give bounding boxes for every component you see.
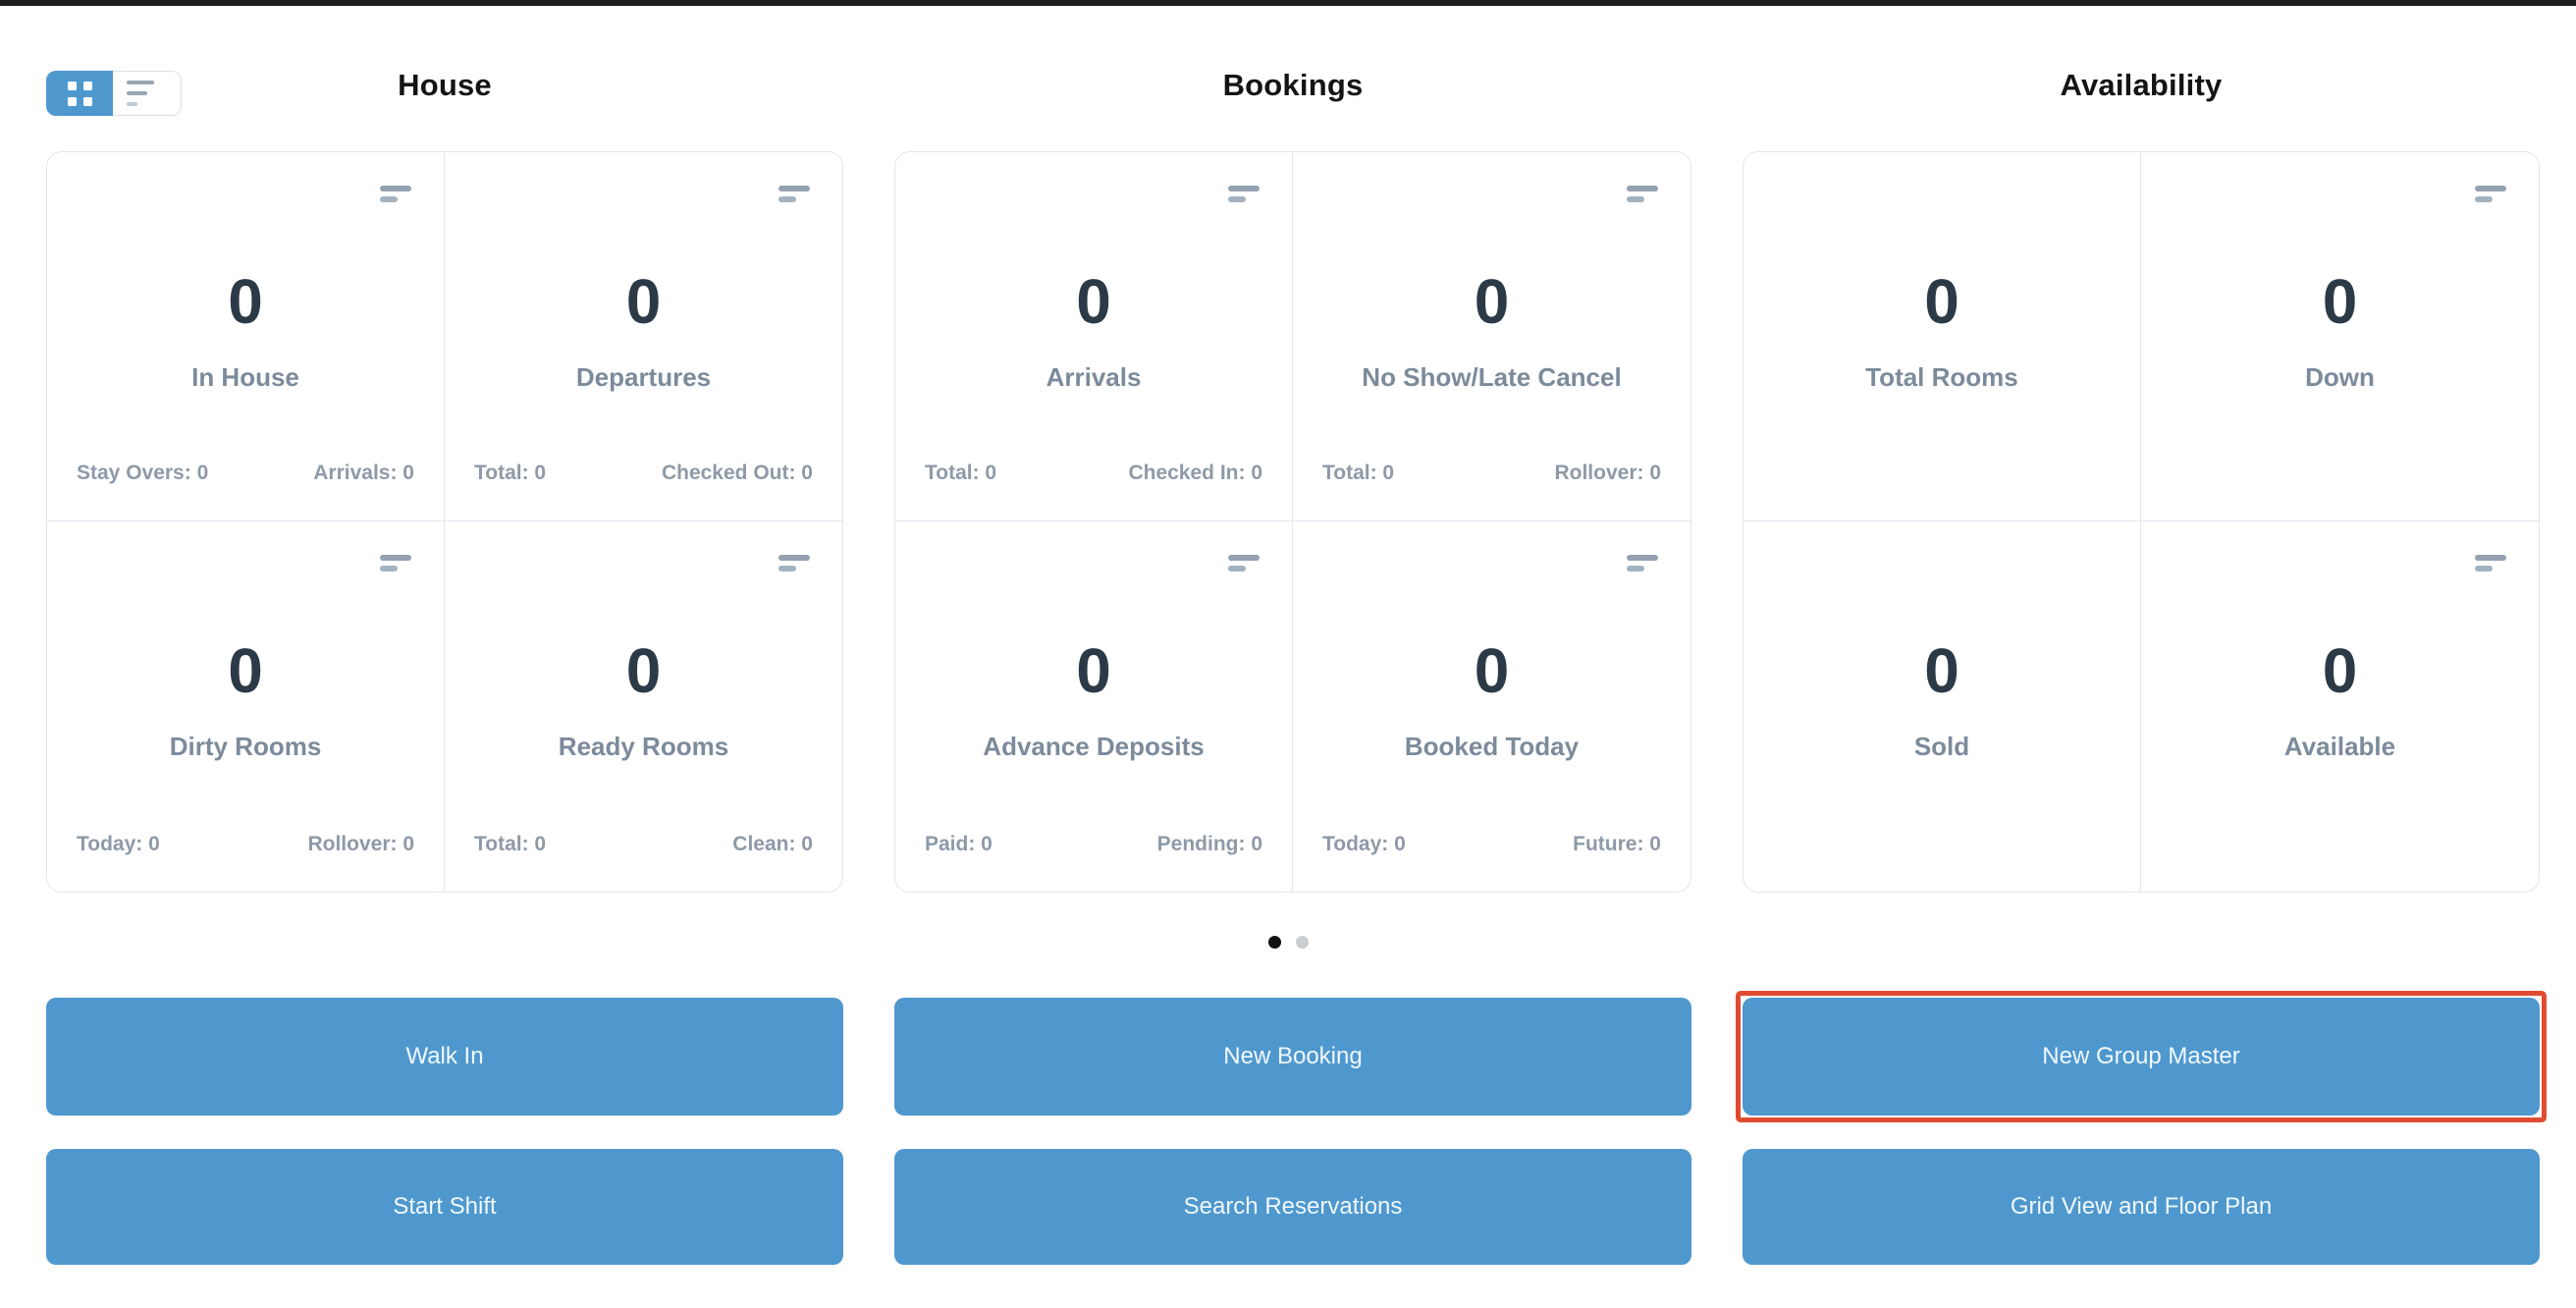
grid-view-icon [67,81,92,106]
card-value: 0 [1474,635,1510,706]
card-label: Dirty Rooms [169,732,322,761]
card-menu-icon[interactable] [1228,186,1260,202]
card-label: Sold [1913,732,1970,761]
section-title-house: House [398,68,492,102]
card-menu-icon[interactable] [778,186,810,202]
card-footer-right: Rollover: 0 [1554,462,1661,484]
card-ready-rooms[interactable]: 0 Ready Rooms Total: 0 Clean: 0 [445,521,842,892]
card-label: No Show/Late Cancel [1362,362,1622,392]
card-menu-icon[interactable] [2475,186,2506,202]
card-footer-left: Total: 0 [474,462,547,484]
carousel-dots [0,936,2576,949]
card-arrivals[interactable]: 0 Arrivals Total: 0 Checked In: 0 [895,152,1293,521]
carousel-dot-1[interactable] [1267,936,1281,949]
section-titles: House Bookings Availability [0,67,2576,104]
card-footer-left: Paid: 0 [925,833,993,855]
search-reservations-button[interactable]: Search Reservations [894,1149,1691,1265]
grid-view-floor-plan-button[interactable]: Grid View and Floor Plan [1743,1149,2540,1265]
section-title-availability: Availability [2060,68,2223,102]
card-no-show-late-cancel[interactable]: 0 No Show/Late Cancel Total: 0 Rollover:… [1293,152,1690,521]
section-title-bookings: Bookings [1222,68,1364,102]
card-label: Total Rooms [1865,362,2018,392]
card-departures[interactable]: 0 Departures Total: 0 Checked Out: 0 [445,152,842,521]
card-footer-right: Rollover: 0 [307,833,414,855]
card-footer-right: Arrivals: 0 [313,462,414,484]
card-value: 0 [2322,266,2358,337]
card-booked-today[interactable]: 0 Booked Today Today: 0 Future: 0 [1293,521,1690,892]
card-footer-left: Total: 0 [1322,462,1395,484]
grid-view-button[interactable] [46,71,113,116]
card-group-bookings: 0 Arrivals Total: 0 Checked In: 0 0 No S… [894,151,1691,893]
card-label: Booked Today [1404,732,1580,761]
card-footer-left: Stay Overs: 0 [77,462,209,484]
card-footer-right: Checked Out: 0 [661,462,813,484]
card-footer-right: Pending: 0 [1156,833,1262,855]
stat-card-groups: 0 In House Stay Overs: 0 Arrivals: 0 0 D… [0,151,2576,893]
card-label: Departures [575,362,712,392]
card-footer-right: Clean: 0 [732,833,813,855]
card-available[interactable]: 0 Available [2141,521,2539,892]
card-menu-icon[interactable] [380,186,411,202]
card-value: 0 [1076,635,1111,706]
card-footer-left: Total: 0 [925,462,997,484]
card-label: Advance Deposits [983,732,1205,761]
list-view-button[interactable] [113,71,182,116]
card-menu-icon[interactable] [1627,555,1658,572]
new-booking-button[interactable]: New Booking [894,998,1691,1116]
card-menu-icon[interactable] [778,555,810,572]
card-label: Arrivals [1046,362,1142,392]
card-value: 0 [1924,635,1959,706]
action-buttons-row-2: Start Shift Search Reservations Grid Vie… [0,1149,2576,1265]
card-down[interactable]: 0 Down [2141,152,2539,521]
card-footer-left: Today: 0 [1322,833,1406,855]
card-total-rooms[interactable]: 0 Total Rooms [1744,152,2141,521]
walk-in-button[interactable]: Walk In [46,998,843,1116]
card-value: 0 [228,635,263,706]
card-value: 0 [228,266,263,337]
card-in-house[interactable]: 0 In House Stay Overs: 0 Arrivals: 0 [47,152,445,521]
card-value: 0 [625,266,662,337]
card-menu-icon[interactable] [380,555,411,572]
card-footer-left: Total: 0 [474,833,547,855]
card-group-availability: 0 Total Rooms 0 Down 0 Sold 0 Available [1743,151,2540,893]
view-toggle [46,71,182,116]
card-label: Available [2283,732,2396,761]
card-sold[interactable]: 0 Sold [1744,521,2141,892]
new-group-master-button[interactable]: New Group Master [1743,998,2540,1116]
highlight-annotation: New Group Master [1736,991,2547,1122]
card-footer-left: Today: 0 [77,833,160,855]
top-bar [0,0,2576,6]
card-footer-right: Future: 0 [1573,833,1661,855]
list-view-icon [127,81,181,106]
card-value: 0 [1474,266,1510,337]
card-menu-icon[interactable] [1228,555,1260,572]
card-label: In House [191,362,299,392]
card-dirty-rooms[interactable]: 0 Dirty Rooms Today: 0 Rollover: 0 [47,521,445,892]
carousel-dot-2[interactable] [1295,936,1309,949]
action-buttons-row-1: Walk In New Booking New Group Master [0,991,2576,1122]
card-footer-right: Checked In: 0 [1128,462,1262,484]
start-shift-button[interactable]: Start Shift [46,1149,843,1265]
card-value: 0 [625,635,662,706]
card-group-house: 0 In House Stay Overs: 0 Arrivals: 0 0 D… [46,151,843,893]
card-value: 0 [1924,266,1959,337]
card-value: 0 [2322,635,2358,706]
card-menu-icon[interactable] [1627,186,1658,202]
card-label: Down [2305,362,2375,392]
card-label: Ready Rooms [558,732,729,761]
card-value: 0 [1076,266,1111,337]
card-menu-icon[interactable] [2475,555,2506,572]
card-advance-deposits[interactable]: 0 Advance Deposits Paid: 0 Pending: 0 [895,521,1293,892]
